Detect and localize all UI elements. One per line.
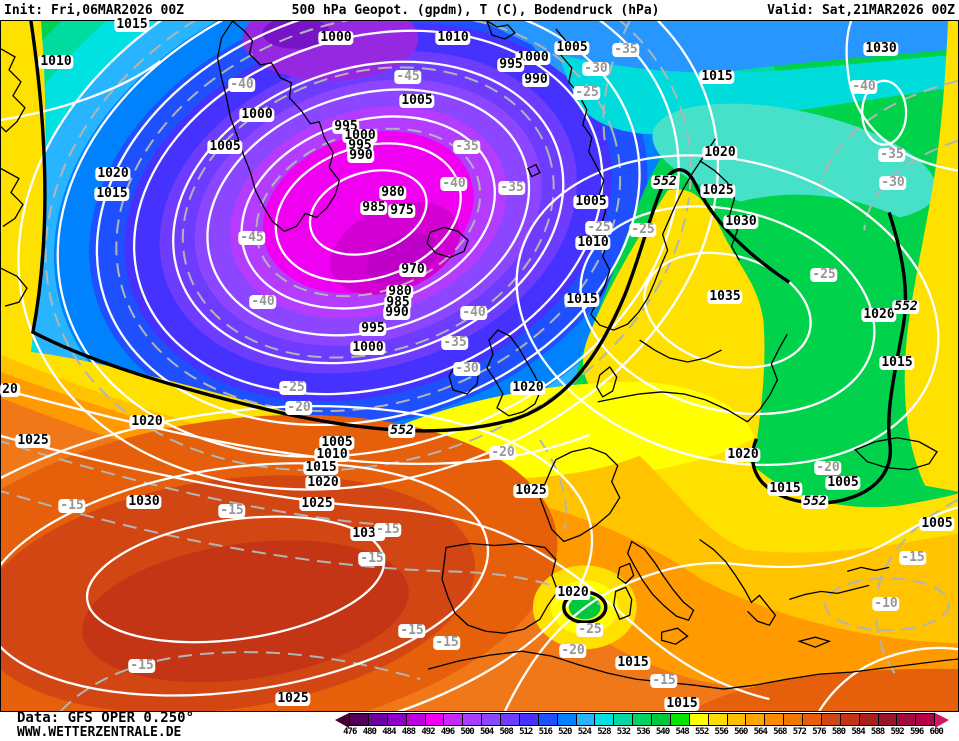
- chart-title: 500 hPa Geopot. (gpdm), T (C), Bodendruc…: [291, 2, 660, 18]
- colorbar-tick-label: 576: [812, 727, 826, 737]
- colorbar-segment: [613, 713, 633, 726]
- colorbar-tick-label: 568: [773, 727, 787, 737]
- colorbar-tick-label: 484: [382, 727, 396, 737]
- colorbar-tick-label: 600: [929, 727, 944, 737]
- colorbar-segment: [386, 713, 406, 726]
- colorbar-tick-label: 564: [753, 727, 768, 737]
- colorbar-tick-label: 520: [558, 727, 572, 737]
- map-canvas: [1, 21, 958, 711]
- colorbar-tick-label: 536: [636, 727, 650, 737]
- colorbar-tick-label: 588: [870, 727, 885, 737]
- colorbar-tick-label: 492: [421, 727, 435, 737]
- colorbar-tick-label: 512: [519, 727, 533, 737]
- colorbar-tick-label: 508: [499, 727, 514, 737]
- valid-time: Valid: Sat,21MAR2026 00Z: [767, 2, 955, 18]
- colorbar-segment: [915, 713, 936, 726]
- colorbar-tick-label: 476: [343, 727, 357, 737]
- colorbar-segment: [500, 713, 519, 726]
- colorbar-segment: [424, 713, 444, 726]
- colorbar-segment: [764, 713, 784, 726]
- init-time: Init: Fri,06MAR2026 00Z: [4, 2, 185, 18]
- colorbar-scale-labels: 476 480 484 488 492 496 500 504 508 512 516 520 524 5…: [340, 727, 946, 737]
- weather-map: [0, 20, 959, 712]
- colorbar-segment: [349, 713, 368, 726]
- colorbar-segment: [802, 713, 821, 726]
- coastlines: [1, 21, 958, 690]
- website-url: WWW.WETTERZENTRALE.DE: [17, 725, 182, 740]
- colorbar-tick-label: 532: [616, 727, 631, 737]
- colorbar-segment: [745, 713, 765, 726]
- colorbar-segment: [481, 713, 500, 726]
- colorbar-segment: [858, 713, 878, 726]
- colorbar: [349, 713, 936, 726]
- colorbar-tick-label: 540: [655, 727, 670, 737]
- colorbar-segment: [518, 713, 538, 726]
- data-source: Data: GFS OPER 0.250°: [17, 710, 195, 726]
- colorbar-segment: [575, 713, 595, 726]
- colorbar-segment: [405, 713, 425, 726]
- colorbar-tick-label: 504: [479, 727, 494, 737]
- colorbar-tick-label: 552: [694, 727, 709, 737]
- colorbar-segment: [537, 713, 557, 726]
- colorbar-tick-label: 548: [675, 727, 689, 737]
- chart-footer: Data: GFS OPER 0.250° WWW.WETTERZENTRALE…: [0, 710, 959, 741]
- colorbar-right-arrow-icon: [935, 713, 949, 728]
- colorbar-tick-label: 524: [577, 727, 592, 737]
- colorbar-tick-label: 496: [440, 727, 455, 737]
- colorbar-segment: [462, 713, 482, 726]
- colorbar-tick-label: 500: [460, 727, 474, 737]
- colorbar-segment: [367, 713, 387, 726]
- colorbar-tick-label: 516: [538, 727, 553, 737]
- colorbar-segment: [594, 713, 614, 726]
- colorbar-tick-label: 556: [714, 727, 729, 737]
- colorbar-segment: [707, 713, 727, 726]
- colorbar-segment: [877, 713, 897, 726]
- colorbar-tick-label: 584: [851, 727, 865, 737]
- colorbar-left-arrow-icon: [335, 713, 349, 728]
- colorbar-segment: [688, 713, 708, 726]
- chart-header: Init: Fri,06MAR2026 00Z 500 hPa Geopot. …: [0, 0, 959, 20]
- colorbar-segment: [556, 713, 576, 726]
- colorbar-segment: [726, 713, 746, 726]
- colorbar-segment: [669, 713, 689, 726]
- colorbar-segment: [820, 713, 840, 726]
- colorbar-segment: [651, 713, 670, 726]
- colorbar-tick-label: 592: [890, 727, 904, 737]
- colorbar-tick-label: 572: [792, 727, 807, 737]
- colorbar-segment: [443, 713, 463, 726]
- colorbar-tick-label: 528: [597, 727, 611, 737]
- colorbar-segment: [783, 713, 802, 726]
- colorbar-tick-label: 480: [362, 727, 377, 737]
- colorbar-tick-label: 596: [910, 727, 924, 737]
- colorbar-tick-label: 580: [831, 727, 846, 737]
- colorbar-segment: [632, 713, 651, 726]
- colorbar-tick-label: 560: [734, 727, 748, 737]
- colorbar-segment: [896, 713, 916, 726]
- colorbar-segment: [839, 713, 859, 726]
- colorbar-tick-label: 488: [401, 727, 416, 737]
- isobars: [1, 21, 958, 711]
